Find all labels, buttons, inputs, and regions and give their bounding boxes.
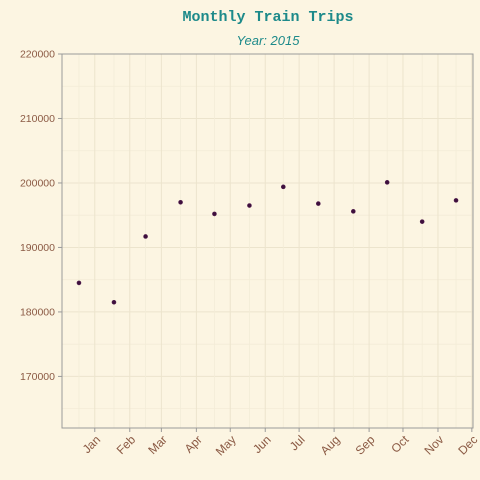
x-tick-label: May [213,433,239,459]
chart-subtitle: Year: 2015 [237,33,301,48]
y-tick-label: 190000 [20,242,55,254]
x-axis-ticks: Jan Feb Mar Apr May Jun Jul Aug Sep Oct Nov Dec [80,428,480,459]
data-point [76,280,82,286]
y-tick-label: 210000 [20,113,55,125]
data-point [281,184,286,190]
x-tick-label: Jul [287,433,308,454]
data-point [111,299,117,305]
chart-title: Monthly Train Trips [182,9,353,26]
x-tick-label: Dec [455,433,480,458]
plot-panel [61,53,474,429]
x-tick-label: Jan [80,433,104,457]
data-point [453,198,459,203]
data-point [247,203,252,208]
y-tick-label: 170000 [20,371,55,383]
x-tick-label: Sep [353,432,378,457]
x-tick-label: Mar [145,433,170,458]
x-tick-label: Apr [182,433,205,456]
y-axis-ticks: 170000 180000 190000 200000 210000 220000 [20,49,62,383]
data-point [212,211,217,217]
grid-lines [62,53,473,428]
y-tick-label: 200000 [20,177,55,189]
y-tick-label: 180000 [20,306,55,318]
x-tick-label: Jun [250,433,274,457]
y-tick-label: 220000 [20,49,55,61]
data-point [143,234,148,239]
x-tick-label: Aug [318,433,343,458]
x-tick-label: Oct [388,432,412,456]
data-point [350,209,356,214]
x-tick-label: Feb [114,432,139,457]
data-point [178,200,183,205]
data-point [419,219,425,224]
x-tick-label: Nov [421,433,446,458]
data-point [384,180,390,185]
data-point [316,201,321,206]
data-points [76,180,459,305]
